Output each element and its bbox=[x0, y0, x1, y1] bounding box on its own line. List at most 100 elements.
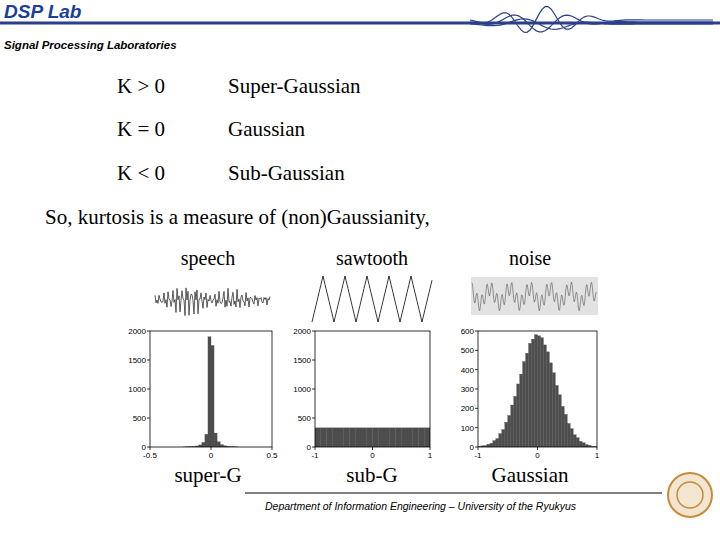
y-tick-label: 1500 bbox=[128, 356, 146, 365]
x-tick bbox=[372, 447, 373, 450]
chart-title: speech bbox=[181, 247, 235, 270]
y-tick-label: 200 bbox=[461, 404, 475, 413]
slide: DSP Lab Signal Processing Laboratories K >… bbox=[0, 0, 720, 540]
y-tick bbox=[475, 331, 478, 332]
histogram-bar bbox=[576, 438, 579, 447]
distribution-class: Gaussian bbox=[228, 117, 305, 141]
y-tick-label: 500 bbox=[298, 414, 312, 423]
y-tick-label: 100 bbox=[461, 424, 475, 433]
histogram-bar bbox=[384, 428, 390, 447]
plot-frame bbox=[478, 331, 597, 447]
chart-title: sawtooth bbox=[336, 247, 408, 269]
histogram-bar bbox=[205, 434, 208, 447]
y-tick-label: 1000 bbox=[128, 385, 146, 394]
university-logo bbox=[668, 473, 712, 517]
bars bbox=[478, 335, 597, 447]
histogram-chart: noise-1010100200300400500600Gaussian bbox=[461, 247, 600, 487]
histogram-bar bbox=[401, 428, 407, 447]
histogram-bar bbox=[367, 428, 373, 447]
histogram-bar bbox=[499, 434, 502, 447]
histogram-bar bbox=[332, 428, 338, 447]
x-tick bbox=[430, 447, 431, 450]
histogram-bar bbox=[505, 422, 508, 447]
y-tick bbox=[147, 331, 150, 332]
header-waves bbox=[470, 7, 713, 33]
noise-wave bbox=[472, 282, 597, 311]
histogram-bar bbox=[378, 428, 384, 447]
y-tick bbox=[312, 418, 315, 419]
histogram-bar bbox=[350, 428, 356, 447]
x-tick-label: -1 bbox=[474, 451, 482, 460]
y-tick-label: 400 bbox=[461, 366, 475, 375]
histogram-bar bbox=[344, 428, 350, 447]
histogram-bar bbox=[355, 428, 361, 447]
y-tick bbox=[475, 369, 478, 370]
lab-subtitle: Signal Processing Laboratories bbox=[4, 39, 177, 51]
y-tick-label: 300 bbox=[461, 385, 475, 394]
y-tick-label: 0 bbox=[142, 443, 147, 452]
kurtosis-condition: K > 0 bbox=[117, 74, 165, 98]
y-tick-label: 1000 bbox=[293, 385, 311, 394]
histogram-chart: speech-0.500.50500100015002000super-G bbox=[128, 247, 278, 487]
histogram-bar bbox=[579, 441, 582, 447]
logo-ring bbox=[668, 473, 712, 517]
histogram-bar bbox=[327, 428, 333, 447]
noise-wave-band bbox=[471, 277, 598, 315]
waveform bbox=[155, 288, 270, 316]
y-tick bbox=[475, 389, 478, 390]
waveform bbox=[471, 277, 598, 315]
kurtosis-condition: K = 0 bbox=[117, 117, 165, 141]
plot-frame bbox=[315, 331, 430, 447]
histogram-bar bbox=[315, 428, 321, 447]
x-tick-label: 0 bbox=[209, 451, 214, 460]
header-wave bbox=[470, 15, 713, 32]
y-tick-label: 500 bbox=[461, 346, 475, 355]
histogram-bar bbox=[508, 415, 511, 447]
header-wave bbox=[470, 19, 713, 30]
y-tick-label: 0 bbox=[470, 443, 475, 452]
x-tick-label: -0.5 bbox=[143, 451, 157, 460]
histogram-bar bbox=[407, 428, 413, 447]
y-tick-label: 0 bbox=[307, 443, 312, 452]
slide-canvas: DSP Lab Signal Processing Laboratories K >… bbox=[0, 0, 720, 540]
histogram-bar bbox=[424, 428, 430, 447]
y-tick bbox=[312, 360, 315, 361]
kurtosis-condition: K < 0 bbox=[117, 161, 165, 185]
histogram-bar bbox=[487, 444, 490, 447]
y-tick bbox=[475, 350, 478, 351]
distribution-caption: sub-G bbox=[346, 463, 397, 487]
y-tick bbox=[312, 447, 315, 448]
x-tick bbox=[272, 447, 273, 450]
y-tick bbox=[147, 360, 150, 361]
histogram-bar bbox=[373, 428, 379, 447]
logo-inner bbox=[677, 482, 703, 508]
bars bbox=[184, 337, 239, 447]
footer-text: Department of Information Engineering – … bbox=[265, 500, 577, 512]
header-wave bbox=[470, 7, 713, 33]
statement: So, kurtosis is a measure of (non)Gaussi… bbox=[45, 205, 430, 229]
distribution-caption: Gaussian bbox=[492, 463, 569, 487]
x-tick bbox=[597, 447, 598, 450]
histogram-bar bbox=[496, 438, 499, 447]
histogram-bar bbox=[558, 395, 561, 447]
histogram-bar bbox=[529, 343, 532, 447]
histogram-bar bbox=[520, 374, 523, 447]
histogram-bar bbox=[582, 443, 585, 447]
bars bbox=[315, 428, 430, 447]
distribution-class: Super-Gaussian bbox=[228, 74, 361, 98]
histogram-bar bbox=[555, 386, 558, 447]
x-tick bbox=[478, 447, 479, 450]
lab-name: DSP Lab bbox=[4, 1, 82, 22]
x-tick bbox=[315, 447, 316, 450]
y-tick-label: 2000 bbox=[293, 327, 311, 336]
histogram-bar bbox=[549, 363, 552, 447]
histogram-bar bbox=[517, 384, 520, 447]
histogram-bar bbox=[419, 428, 425, 447]
plot-background bbox=[150, 331, 272, 447]
chart-title: noise bbox=[509, 247, 551, 269]
histogram-bar bbox=[570, 429, 573, 447]
sawtooth-wave bbox=[312, 276, 432, 322]
histogram-bar bbox=[535, 335, 538, 447]
y-tick-label: 500 bbox=[133, 414, 147, 423]
histogram-bar bbox=[211, 346, 214, 448]
